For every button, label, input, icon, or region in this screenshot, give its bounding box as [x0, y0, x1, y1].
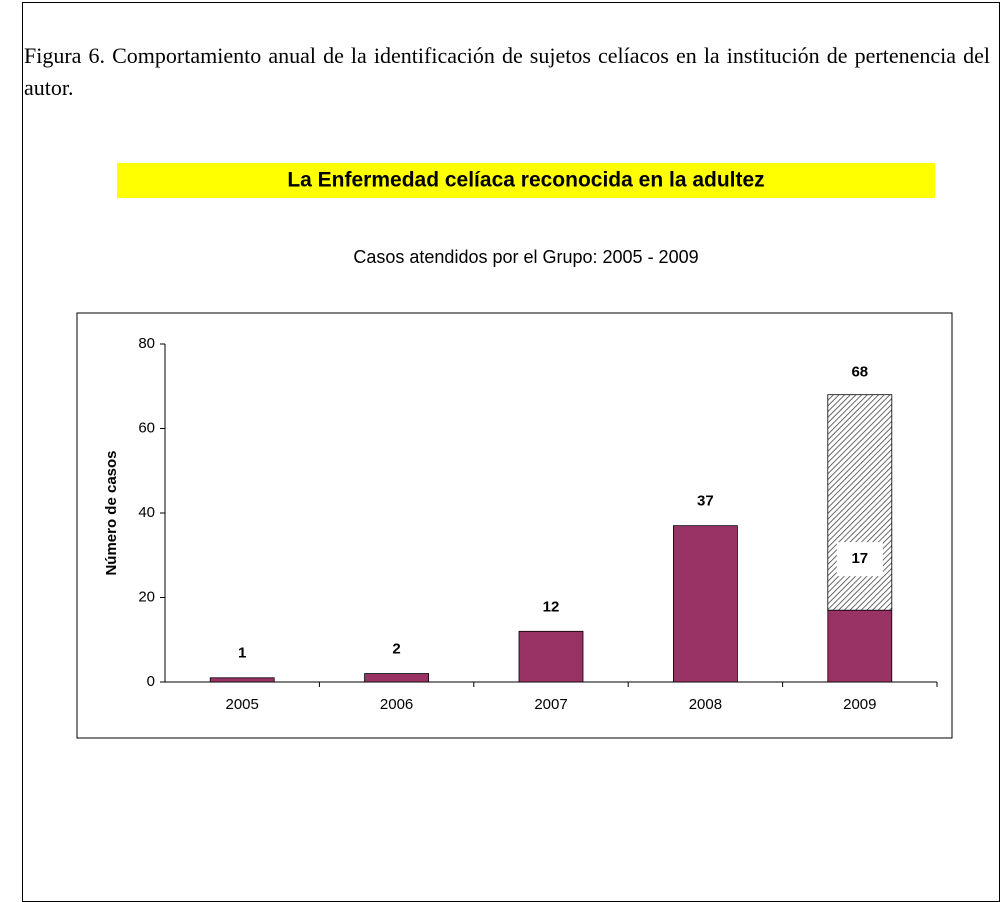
- y-tick-label: 80: [138, 335, 155, 352]
- bar: [209, 677, 275, 683]
- bar: [364, 673, 430, 683]
- caption: Figura 6. Comportamiento anual de la ide…: [24, 43, 990, 100]
- value-label: 2: [392, 641, 400, 658]
- title-box: [117, 163, 935, 198]
- value-label: 1: [238, 645, 246, 662]
- chart-title: La Enfermedad celíaca reconocida en la a…: [287, 169, 764, 192]
- y-tick-label: 60: [138, 419, 155, 436]
- y-tick-label: 20: [138, 588, 155, 605]
- value-label: 12: [543, 598, 560, 615]
- value-label: 17: [851, 550, 868, 567]
- y-tick-label: 40: [138, 504, 155, 521]
- bar: [518, 630, 584, 683]
- x-tick-label: 2005: [226, 696, 259, 713]
- bar: [827, 394, 893, 611]
- x-tick-label: 2008: [689, 696, 722, 713]
- y-tick-label: 0: [147, 673, 155, 690]
- x-tick-label: 2007: [534, 696, 567, 713]
- chart-box: [76, 312, 953, 739]
- bar: [673, 525, 738, 683]
- total-label: 68: [851, 364, 868, 381]
- label-box: [836, 542, 883, 577]
- chart-subtitle: Casos atendidos por el Grupo: 2005 - 200…: [353, 247, 698, 267]
- value-label: 37: [697, 493, 714, 510]
- y-axis-label: Número de casos: [103, 450, 120, 575]
- bar: [827, 609, 893, 683]
- x-tick-label: 2009: [843, 696, 876, 713]
- x-tick-label: 2006: [380, 696, 413, 713]
